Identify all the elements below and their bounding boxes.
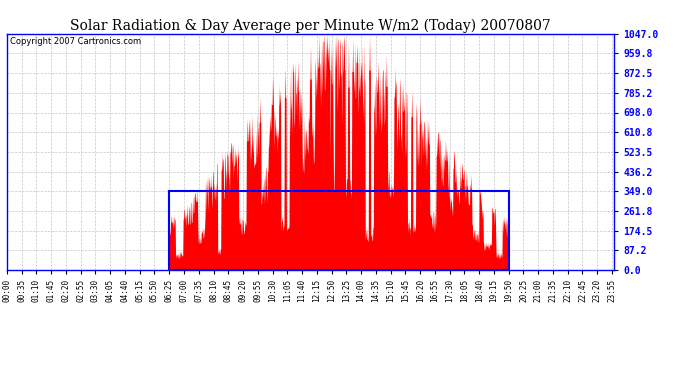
Title: Solar Radiation & Day Average per Minute W/m2 (Today) 20070807: Solar Radiation & Day Average per Minute…	[70, 18, 551, 33]
Bar	[169, 191, 509, 270]
Text: Copyright 2007 Cartronics.com: Copyright 2007 Cartronics.com	[10, 37, 141, 46]
